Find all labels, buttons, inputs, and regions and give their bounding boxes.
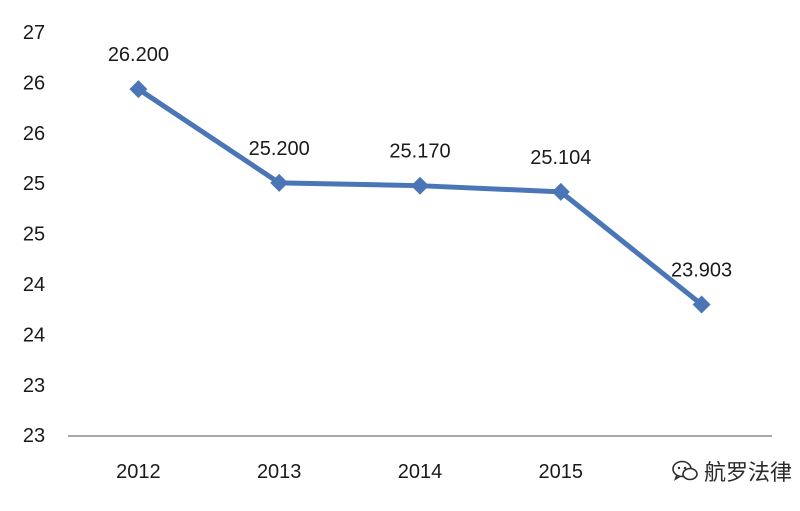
data-label: 23.903 <box>671 259 732 281</box>
watermark: 航罗法律 <box>672 455 792 487</box>
x-tick-label: 2014 <box>398 461 443 483</box>
wechat-icon <box>672 460 698 481</box>
y-tick-label: 26 <box>23 123 45 145</box>
x-tick-label: 2013 <box>257 461 302 483</box>
data-point <box>551 182 570 201</box>
x-tick-label: 2015 <box>539 461 584 483</box>
data-label: 25.104 <box>530 147 591 169</box>
data-point <box>692 295 711 314</box>
y-tick-label: 27 <box>23 22 45 44</box>
y-tick-label: 23 <box>23 425 45 447</box>
data-point <box>129 80 148 99</box>
y-tick-label: 23 <box>23 375 45 397</box>
y-tick-label: 24 <box>23 324 45 346</box>
data-label: 26.200 <box>108 44 169 66</box>
y-tick-label: 24 <box>23 274 45 296</box>
y-tick-label: 26 <box>23 72 45 94</box>
y-tick-label: 25 <box>23 224 45 246</box>
watermark-text: 航罗法律 <box>704 461 793 486</box>
data-point <box>411 176 429 195</box>
y-tick-label: 25 <box>23 173 45 195</box>
x-tick-label: 2012 <box>116 461 161 483</box>
series-line <box>137 87 704 307</box>
data-label: 25.170 <box>389 141 450 163</box>
data-point <box>270 173 289 192</box>
data-label: 25.200 <box>249 138 310 160</box>
